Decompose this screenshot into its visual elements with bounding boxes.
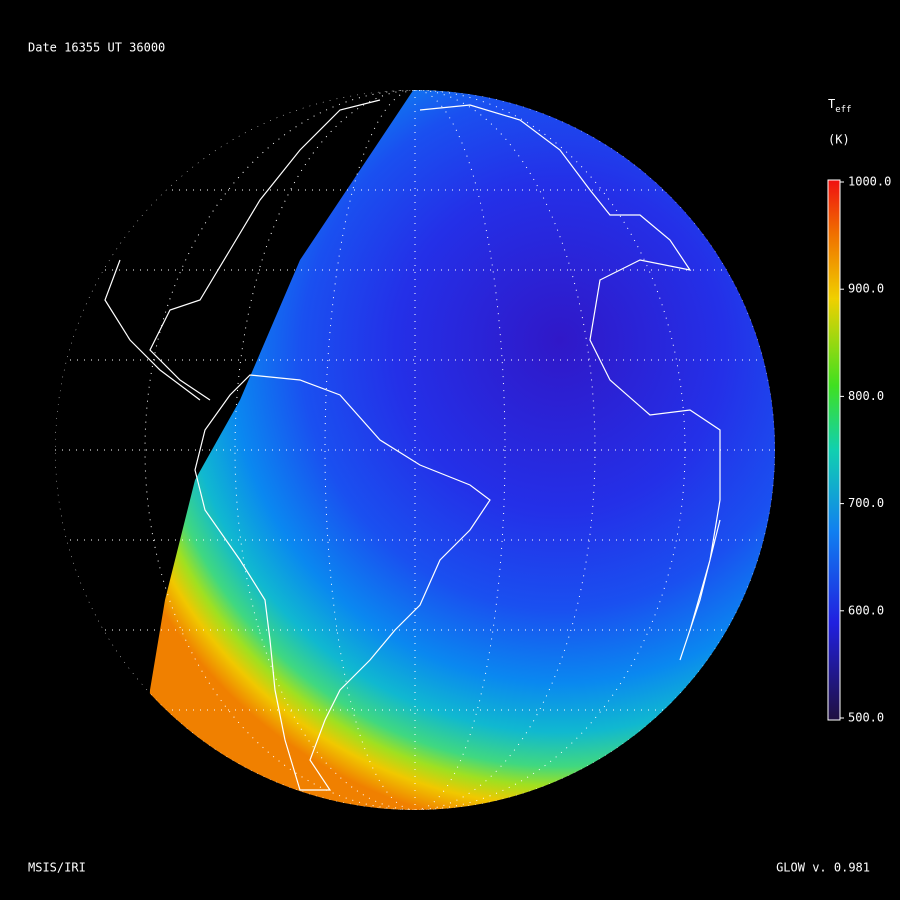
version-label: GLOW v. 0.981 xyxy=(776,861,870,875)
coastline xyxy=(149,99,721,661)
colorbar-unit: (K) xyxy=(828,133,850,147)
tick-label: 500.0 xyxy=(848,711,884,725)
graticule xyxy=(55,90,775,810)
colorbar-ticks: 1000.0 900.0 800.0 700.0 600.0 500.0 xyxy=(840,175,891,725)
tick-label: 700.0 xyxy=(848,496,884,510)
date-label: Date 16355 UT 36000 xyxy=(28,41,165,55)
model-label: MSIS/IRI xyxy=(28,861,86,875)
colorbar-title: Teff xyxy=(828,97,852,115)
coastline xyxy=(104,259,201,401)
colorbar xyxy=(827,179,841,721)
tick-label: 800.0 xyxy=(848,389,884,403)
coastline xyxy=(194,374,491,791)
tick-label: 900.0 xyxy=(848,282,884,296)
tick-label: 1000.0 xyxy=(848,175,891,189)
tick-label: 600.0 xyxy=(848,603,884,617)
